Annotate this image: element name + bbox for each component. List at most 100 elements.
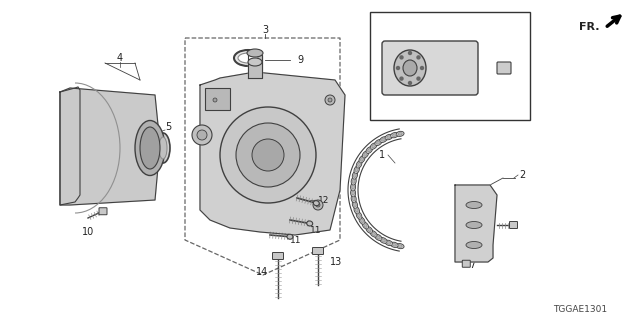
Ellipse shape <box>352 185 355 189</box>
Ellipse shape <box>390 132 398 138</box>
Ellipse shape <box>392 134 396 137</box>
Text: 2: 2 <box>519 170 525 180</box>
Ellipse shape <box>351 183 356 191</box>
Ellipse shape <box>396 131 404 136</box>
Circle shape <box>400 56 403 59</box>
Polygon shape <box>248 55 262 78</box>
Text: 9: 9 <box>297 55 303 65</box>
Text: 3: 3 <box>262 25 268 35</box>
Ellipse shape <box>135 121 165 175</box>
Bar <box>205 88 230 110</box>
Ellipse shape <box>466 202 482 209</box>
Ellipse shape <box>381 138 385 141</box>
Ellipse shape <box>375 140 382 146</box>
Text: 14: 14 <box>256 267 268 277</box>
Text: 11: 11 <box>310 226 321 235</box>
Ellipse shape <box>370 143 377 149</box>
FancyBboxPatch shape <box>273 252 284 260</box>
Ellipse shape <box>398 245 402 247</box>
Polygon shape <box>60 88 160 205</box>
Ellipse shape <box>367 148 371 152</box>
Circle shape <box>236 123 300 187</box>
Ellipse shape <box>372 232 376 236</box>
Ellipse shape <box>353 197 355 201</box>
Polygon shape <box>200 72 345 235</box>
Ellipse shape <box>159 137 167 159</box>
Ellipse shape <box>352 172 358 179</box>
Ellipse shape <box>380 137 387 142</box>
FancyBboxPatch shape <box>382 41 478 95</box>
FancyBboxPatch shape <box>312 247 323 254</box>
Ellipse shape <box>353 173 356 177</box>
Text: 8: 8 <box>519 37 525 47</box>
Ellipse shape <box>140 127 160 169</box>
Text: 6: 6 <box>424 98 430 108</box>
Ellipse shape <box>398 132 402 135</box>
Circle shape <box>420 67 424 69</box>
Ellipse shape <box>370 231 377 237</box>
Ellipse shape <box>356 212 362 219</box>
Ellipse shape <box>351 189 356 197</box>
Ellipse shape <box>390 242 398 247</box>
Ellipse shape <box>234 50 262 66</box>
FancyBboxPatch shape <box>509 221 518 228</box>
Ellipse shape <box>358 163 360 166</box>
Circle shape <box>408 82 412 84</box>
Ellipse shape <box>359 217 365 224</box>
Text: 13: 13 <box>330 257 342 267</box>
Circle shape <box>325 95 335 105</box>
Ellipse shape <box>381 239 385 242</box>
Ellipse shape <box>360 219 364 222</box>
Text: 10: 10 <box>82 227 94 237</box>
Ellipse shape <box>156 133 170 163</box>
Ellipse shape <box>362 151 369 158</box>
Ellipse shape <box>356 161 362 168</box>
Ellipse shape <box>362 222 369 229</box>
Ellipse shape <box>387 136 390 139</box>
Ellipse shape <box>385 240 392 246</box>
Ellipse shape <box>353 203 356 206</box>
Ellipse shape <box>355 208 358 212</box>
Ellipse shape <box>248 58 262 66</box>
Ellipse shape <box>367 228 371 232</box>
Ellipse shape <box>385 134 392 140</box>
Ellipse shape <box>396 244 404 249</box>
Ellipse shape <box>247 49 263 57</box>
Ellipse shape <box>354 166 360 174</box>
Ellipse shape <box>366 227 372 233</box>
Ellipse shape <box>352 191 355 195</box>
Ellipse shape <box>354 206 360 214</box>
FancyBboxPatch shape <box>99 208 107 215</box>
Polygon shape <box>455 185 497 262</box>
Ellipse shape <box>375 234 382 240</box>
Ellipse shape <box>380 237 387 243</box>
Circle shape <box>417 77 420 80</box>
Text: 11: 11 <box>290 236 301 244</box>
Ellipse shape <box>359 156 365 163</box>
Ellipse shape <box>353 179 355 183</box>
Ellipse shape <box>352 201 358 209</box>
Ellipse shape <box>366 147 372 153</box>
Ellipse shape <box>394 50 426 86</box>
Circle shape <box>316 203 320 207</box>
Circle shape <box>400 77 403 80</box>
Ellipse shape <box>403 60 417 76</box>
Ellipse shape <box>364 153 367 156</box>
Ellipse shape <box>466 242 482 249</box>
Circle shape <box>328 98 332 102</box>
Ellipse shape <box>355 168 358 172</box>
Circle shape <box>220 107 316 203</box>
Text: 7: 7 <box>469 260 475 270</box>
Circle shape <box>397 67 399 69</box>
Circle shape <box>417 56 420 59</box>
Text: TGGAE1301: TGGAE1301 <box>553 306 607 315</box>
Ellipse shape <box>314 201 319 206</box>
Ellipse shape <box>287 234 293 239</box>
Ellipse shape <box>372 145 376 148</box>
Bar <box>370 12 530 120</box>
Circle shape <box>197 130 207 140</box>
Circle shape <box>252 139 284 171</box>
Ellipse shape <box>351 195 356 203</box>
Ellipse shape <box>392 244 396 246</box>
Ellipse shape <box>364 224 367 227</box>
